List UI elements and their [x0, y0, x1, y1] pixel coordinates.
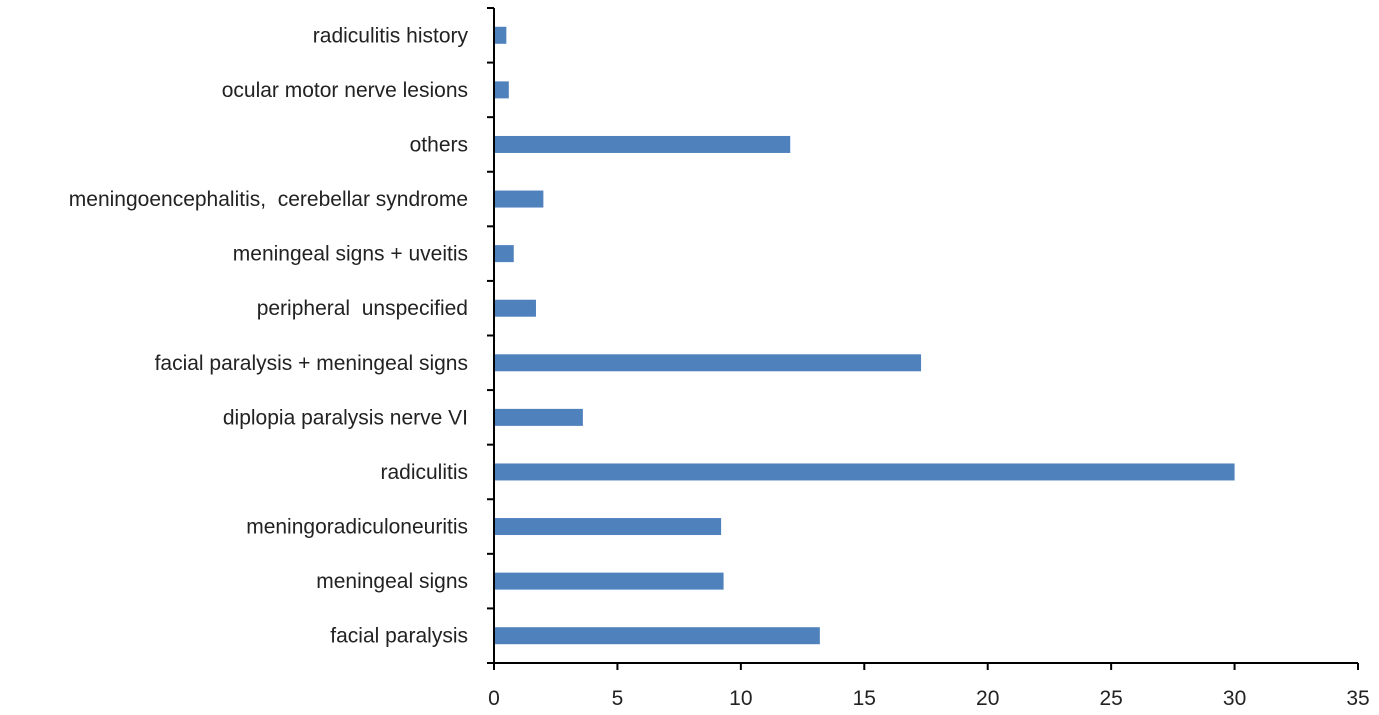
category-label-8: meningoencephalitis, cerebellar syndrome: [69, 188, 468, 211]
x-tick-label-4: 20: [976, 687, 999, 710]
x-tick-label-0: 0: [488, 687, 500, 710]
x-tick-label-1: 5: [612, 687, 624, 710]
category-label-11: radiculitis history: [313, 24, 469, 47]
x-tick-label-2: 10: [729, 687, 752, 710]
bar-11: [495, 26, 507, 44]
category-label-5: facial paralysis + meningeal signs: [155, 352, 468, 375]
category-label-2: meningoradiculoneuritis: [246, 516, 468, 539]
category-label-4: diplopia paralysis nerve VI: [223, 406, 468, 429]
y-axis-ticks: [487, 7, 494, 664]
category-label-1: meningeal signs: [316, 570, 468, 593]
bar-8: [495, 190, 544, 208]
category-label-6: peripheral unspecified: [257, 297, 468, 320]
x-tick-label-6: 30: [1223, 687, 1246, 710]
bar-0: [495, 627, 820, 645]
bar-3: [495, 463, 1235, 481]
x-tick-label-5: 25: [1099, 687, 1122, 710]
category-label-7: meningeal signs + uveitis: [233, 243, 468, 266]
x-tick-label-3: 15: [853, 687, 876, 710]
category-labels: facial paralysis meningeal signs meningora…: [69, 24, 469, 647]
category-label-3: radiculitis: [380, 461, 468, 484]
bar-10: [495, 81, 509, 99]
x-axis-ticks: 0 5 10 15 20 25 30 35: [488, 663, 1370, 710]
bar-2: [495, 518, 722, 536]
bar-1: [495, 572, 724, 590]
category-label-0: facial paralysis: [330, 625, 468, 648]
bars-layer: [495, 26, 1235, 645]
bar-9: [495, 135, 791, 153]
bar-5: [495, 354, 922, 372]
bar-7: [495, 245, 514, 263]
bar-6: [495, 299, 536, 317]
category-label-9: others: [410, 133, 468, 156]
bar-4: [495, 408, 583, 426]
x-tick-label-7: 35: [1346, 687, 1369, 710]
category-label-10: ocular motor nerve lesions: [222, 79, 468, 102]
